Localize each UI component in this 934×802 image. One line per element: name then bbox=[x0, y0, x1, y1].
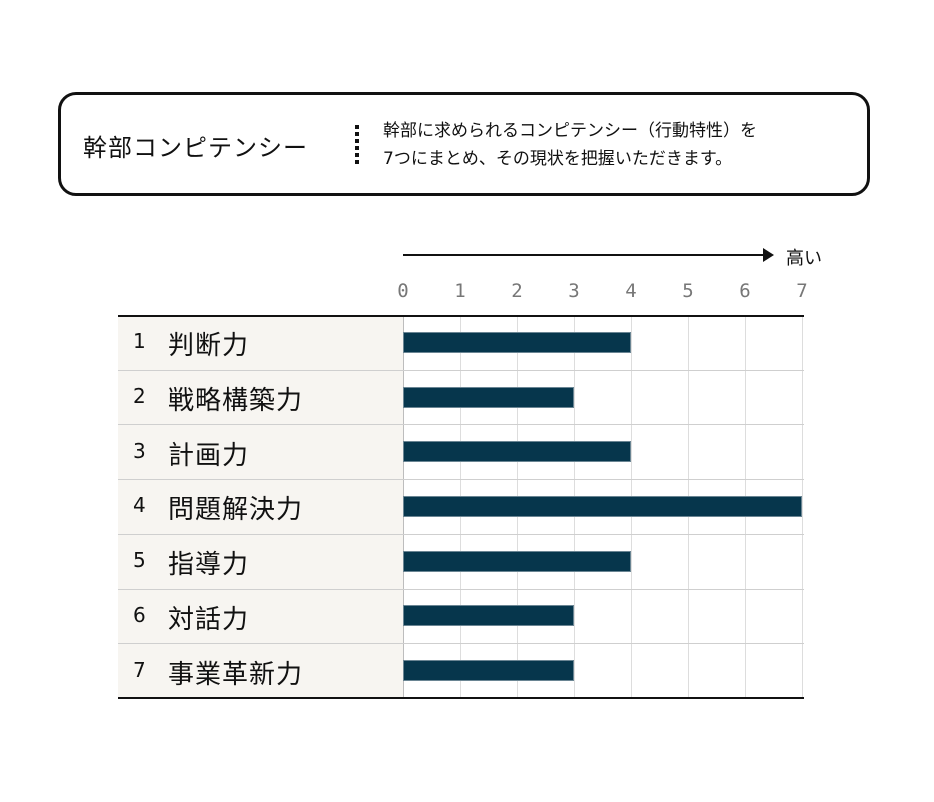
row-divider bbox=[118, 315, 804, 317]
category-label-column bbox=[118, 315, 403, 698]
x-tick-label: 4 bbox=[625, 280, 637, 302]
category-number: 7 bbox=[133, 657, 146, 682]
direction-label: 高い bbox=[786, 248, 822, 269]
category-number: 5 bbox=[133, 548, 146, 573]
gridline-v bbox=[802, 315, 803, 698]
category-number: 2 bbox=[133, 384, 146, 409]
x-tick-label: 3 bbox=[568, 280, 580, 302]
header-description-line2: 7つにまとめ、その現状を把握いただきます。 bbox=[383, 149, 733, 169]
bar-2 bbox=[403, 386, 574, 408]
header-title: 幹部コンピテンシー bbox=[83, 134, 308, 162]
category-label: 計画力 bbox=[168, 440, 250, 471]
row-divider bbox=[118, 697, 804, 699]
x-tick-label: 1 bbox=[454, 280, 466, 302]
header-description: 幹部に求められるコンピテンシー（行動特性）を 7つにまとめ、その現状を把握いただ… bbox=[383, 117, 757, 173]
category-label: 戦略構築力 bbox=[168, 386, 304, 417]
row-divider bbox=[118, 479, 804, 480]
x-tick-label: 5 bbox=[682, 280, 694, 302]
bar-6 bbox=[403, 605, 574, 627]
bar-7 bbox=[403, 660, 574, 682]
bar-3 bbox=[403, 441, 631, 463]
x-tick-label: 0 bbox=[397, 280, 409, 302]
row-divider bbox=[118, 424, 804, 425]
row-divider bbox=[118, 643, 804, 644]
row-divider bbox=[118, 370, 804, 371]
x-tick-label: 2 bbox=[511, 280, 523, 302]
category-label: 事業革新力 bbox=[168, 659, 304, 690]
category-label: 問題解決力 bbox=[168, 495, 304, 526]
category-number: 3 bbox=[133, 438, 146, 463]
bar-1 bbox=[403, 331, 631, 353]
x-tick-label: 6 bbox=[739, 280, 751, 302]
category-number: 4 bbox=[133, 493, 146, 518]
arrow-right-icon bbox=[763, 248, 774, 262]
row-divider bbox=[118, 589, 804, 590]
header-divider bbox=[355, 125, 359, 167]
bar-5 bbox=[403, 550, 631, 572]
x-tick-label: 7 bbox=[796, 280, 808, 302]
row-divider bbox=[118, 534, 804, 535]
category-label: 対話力 bbox=[168, 604, 250, 635]
bar-4 bbox=[403, 495, 802, 517]
category-label: 判断力 bbox=[168, 331, 250, 362]
header-box: 幹部コンピテンシー 幹部に求められるコンピテンシー（行動特性）を 7つにまとめ、… bbox=[58, 92, 870, 196]
header-description-line1: 幹部に求められるコンピテンシー（行動特性）を bbox=[383, 121, 757, 141]
category-label: 指導力 bbox=[168, 550, 250, 581]
category-number: 1 bbox=[133, 329, 146, 354]
direction-arrow-line bbox=[403, 254, 769, 256]
category-number: 6 bbox=[133, 602, 146, 627]
